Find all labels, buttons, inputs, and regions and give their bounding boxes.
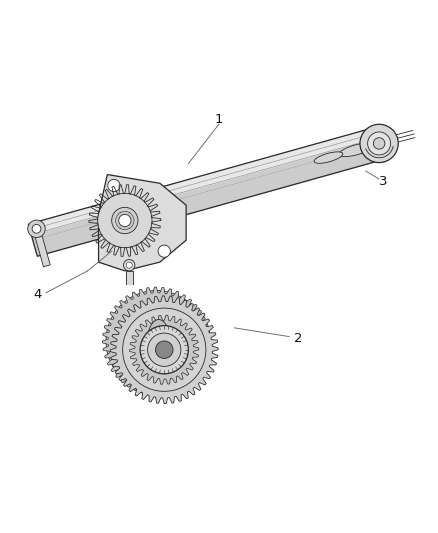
Circle shape bbox=[106, 290, 207, 391]
Circle shape bbox=[367, 132, 391, 155]
Circle shape bbox=[32, 224, 41, 233]
Ellipse shape bbox=[147, 319, 170, 368]
Circle shape bbox=[119, 214, 131, 227]
Circle shape bbox=[373, 138, 385, 149]
Circle shape bbox=[28, 220, 45, 238]
Text: 2: 2 bbox=[293, 332, 302, 345]
Polygon shape bbox=[32, 138, 390, 256]
Ellipse shape bbox=[339, 143, 373, 157]
Polygon shape bbox=[130, 315, 199, 384]
Polygon shape bbox=[110, 296, 218, 403]
Ellipse shape bbox=[314, 152, 343, 163]
Polygon shape bbox=[126, 271, 133, 284]
Circle shape bbox=[124, 260, 135, 271]
Circle shape bbox=[123, 308, 206, 391]
Polygon shape bbox=[99, 174, 186, 271]
Circle shape bbox=[126, 262, 132, 268]
Polygon shape bbox=[28, 126, 387, 245]
Text: 3: 3 bbox=[379, 175, 388, 188]
Circle shape bbox=[140, 326, 188, 374]
Circle shape bbox=[158, 245, 170, 257]
Circle shape bbox=[112, 207, 138, 233]
Text: 4: 4 bbox=[33, 288, 42, 302]
Circle shape bbox=[98, 193, 152, 248]
Circle shape bbox=[155, 341, 173, 359]
Circle shape bbox=[148, 333, 181, 366]
Polygon shape bbox=[102, 287, 210, 395]
Polygon shape bbox=[34, 231, 50, 266]
Text: 1: 1 bbox=[215, 114, 223, 126]
Circle shape bbox=[108, 179, 120, 191]
Circle shape bbox=[360, 124, 398, 163]
Circle shape bbox=[116, 211, 134, 230]
